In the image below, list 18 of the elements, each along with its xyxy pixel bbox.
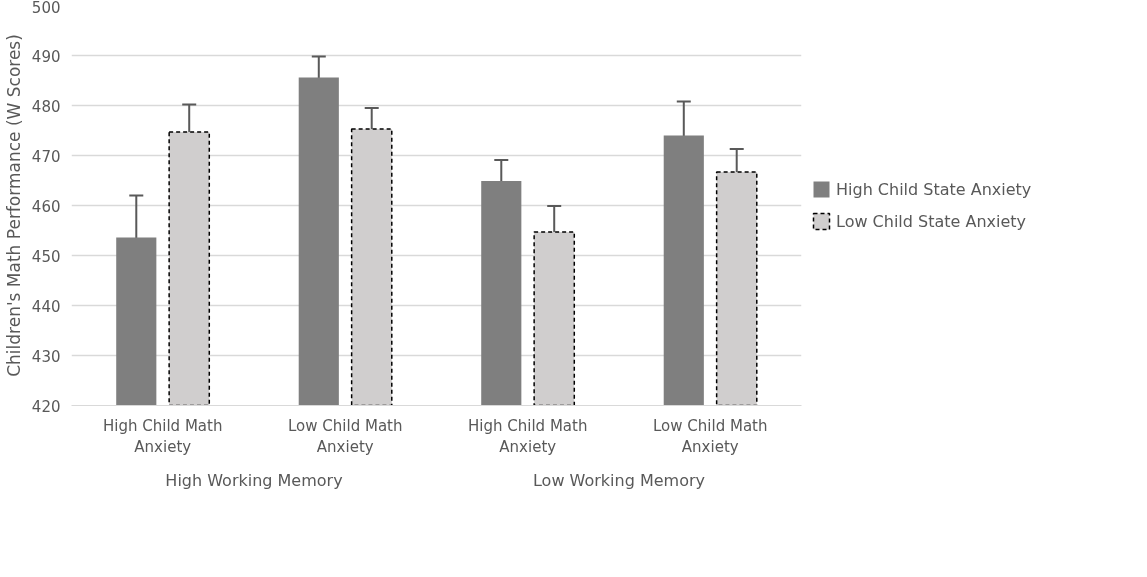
y-axis-title: Children's Math Performance (W Scores)	[3, 34, 24, 377]
y-tick-label: 440	[31, 297, 61, 316]
y-tick-label: 430	[31, 347, 61, 366]
y-tick-label: 450	[31, 247, 61, 266]
y-tick-label: 500	[31, 0, 61, 17]
legend-label: Low Child State Anxiety	[836, 211, 1027, 231]
y-tick-label: 490	[31, 47, 61, 66]
text: Low Working Memory	[533, 470, 706, 490]
y-tick-label: 470	[31, 147, 61, 166]
y-tick-label: 460	[31, 197, 61, 216]
x-tick-label: Low Child Math Anxiety	[288, 416, 403, 457]
x-tick-label: High Child Math Anxiety	[468, 416, 588, 457]
x-tick-label: High Child Math Anxiety	[103, 416, 223, 457]
y-tick-label: 480	[31, 97, 61, 116]
text: High Working Memory	[165, 470, 343, 490]
legend-label: High Child State Anxiety	[836, 179, 1032, 199]
x-tick-label: Low Child Math Anxiety	[653, 416, 768, 457]
y-tick-label: 420	[31, 397, 61, 416]
